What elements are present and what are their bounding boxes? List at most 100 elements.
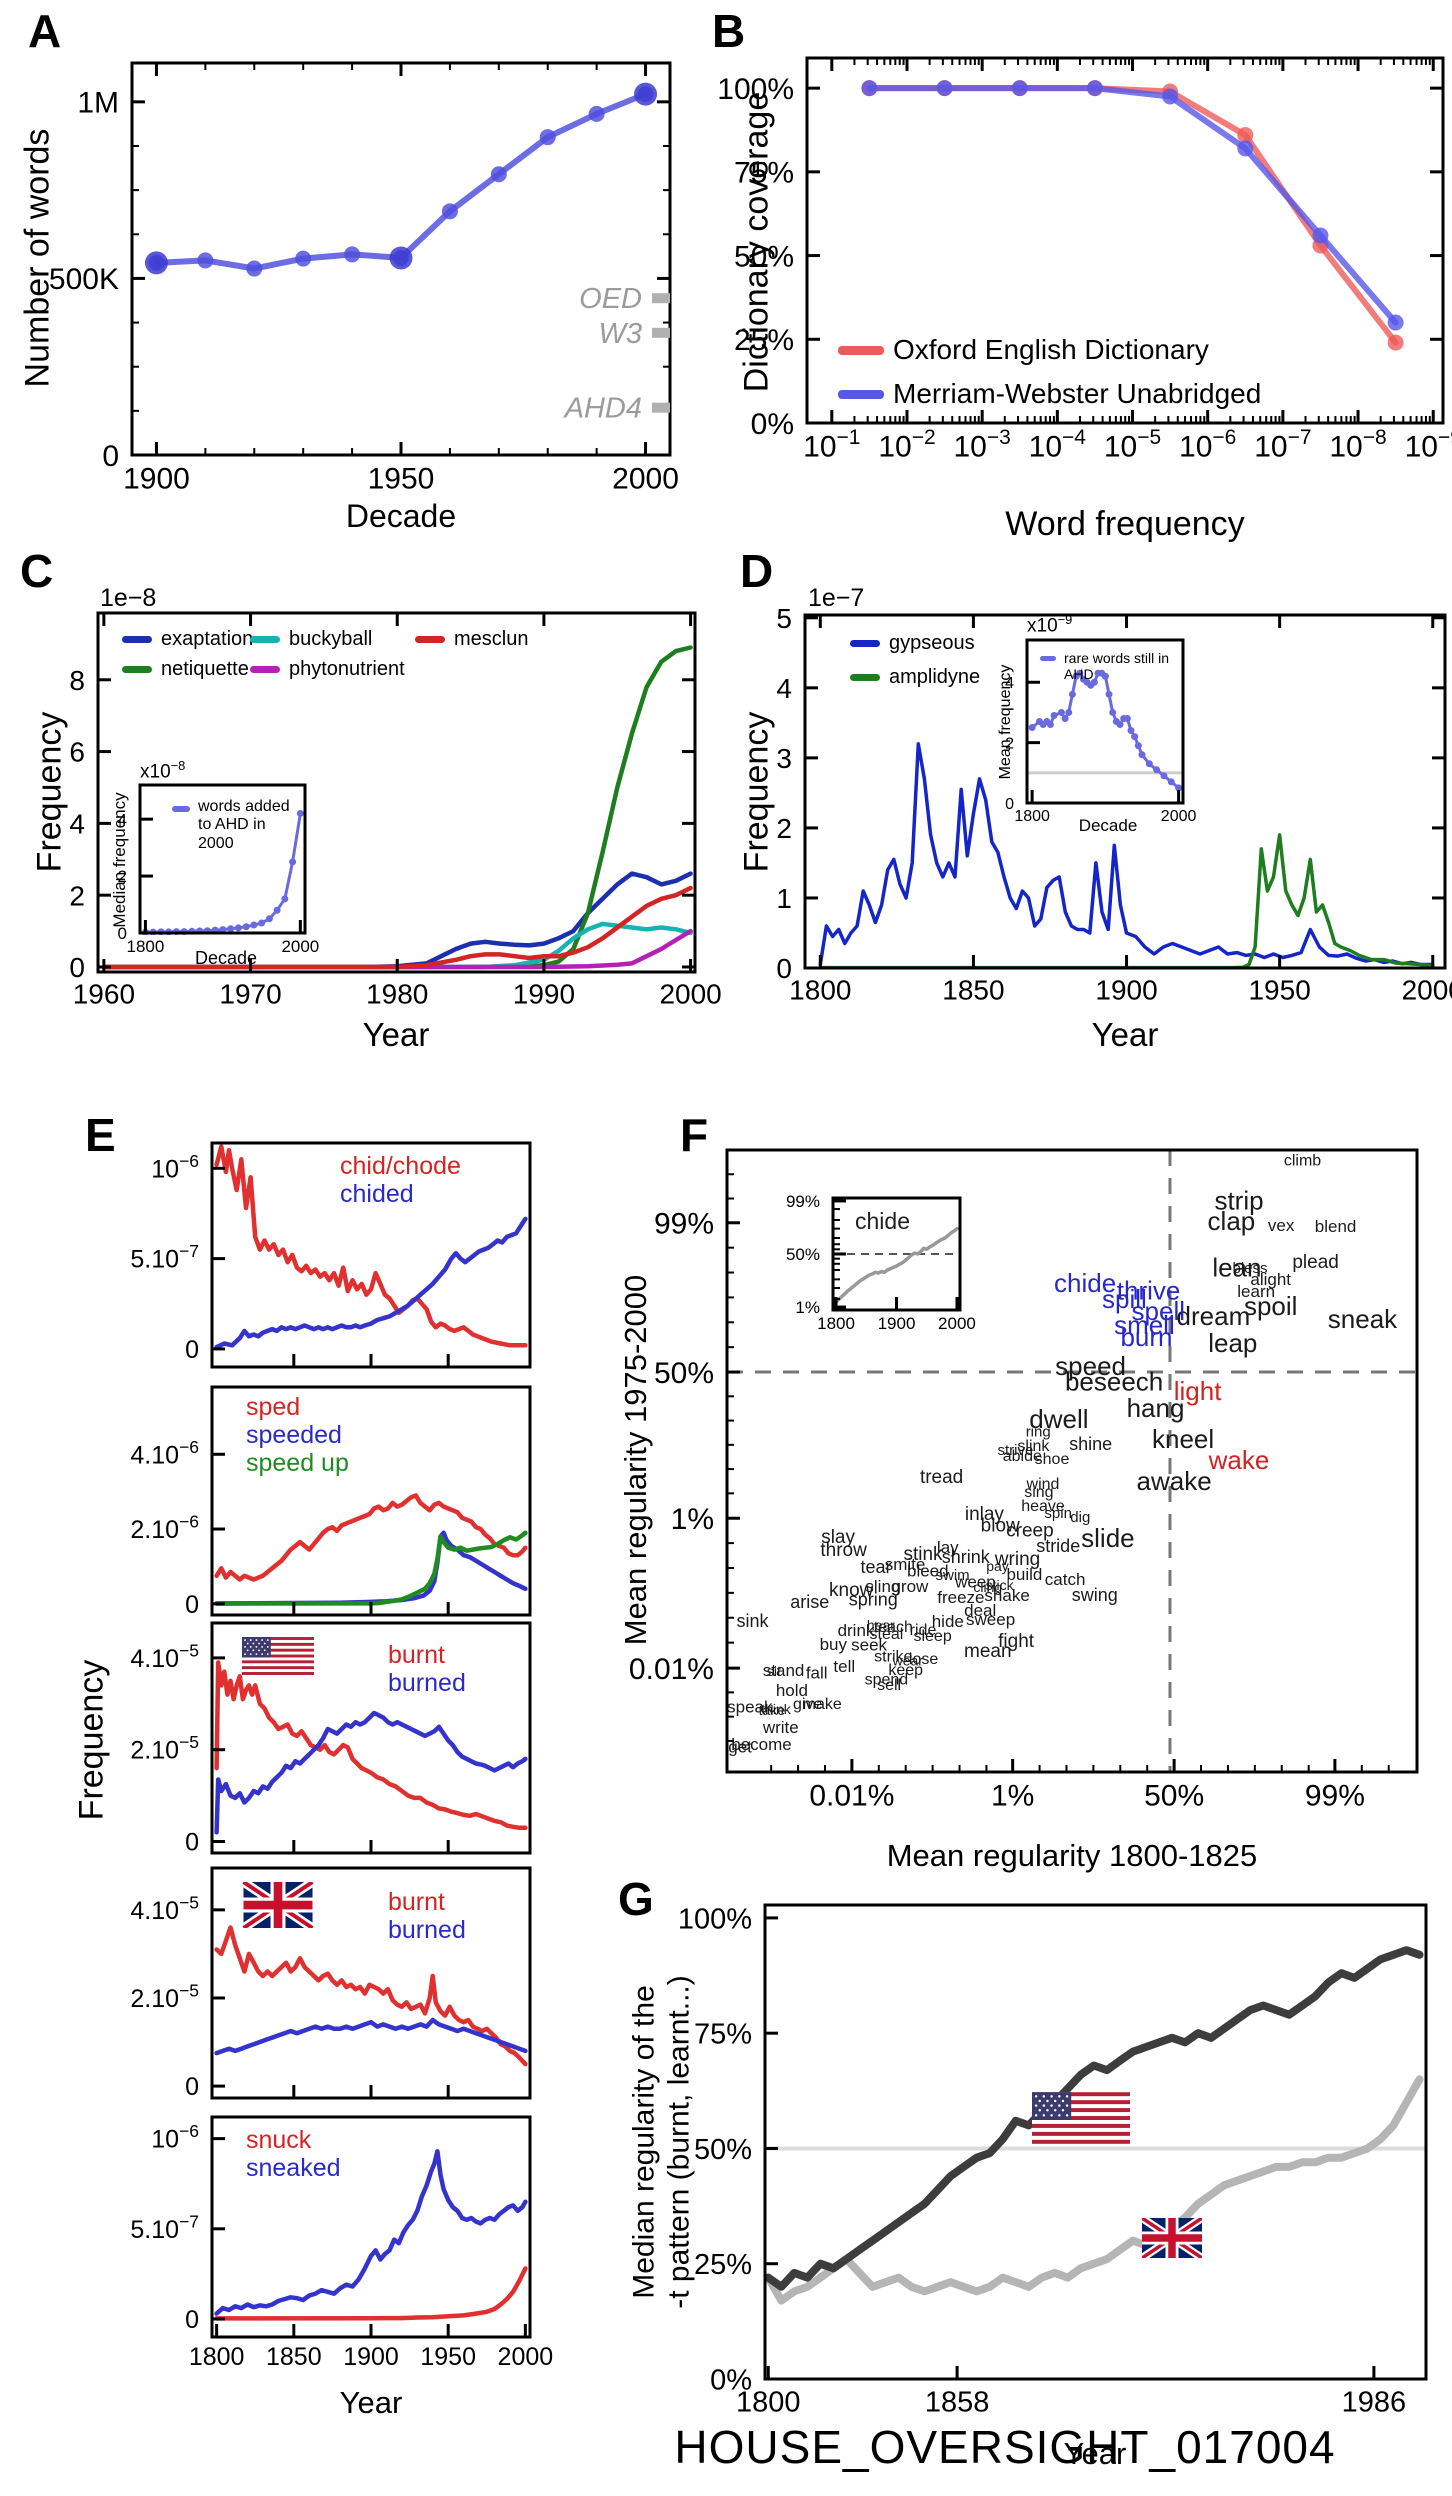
svg-text:alight: alight	[1250, 1270, 1291, 1289]
svg-text:99%: 99%	[1305, 1780, 1365, 1813]
buckyball-swatch	[250, 636, 280, 643]
svg-text:stink: stink	[903, 1544, 943, 1565]
svg-text:75%: 75%	[734, 157, 794, 190]
svg-text:get: get	[728, 1738, 752, 1757]
svg-text:1%: 1%	[991, 1780, 1034, 1813]
svg-text:arise: arise	[790, 1592, 829, 1612]
panel-g-y-axis-label-line2: -t pattern (burnt, learnt...)	[662, 1975, 695, 2309]
svg-text:take: take	[759, 1702, 786, 1718]
legend-item-merriam-webster: Merriam-Webster Unabridged	[838, 378, 1261, 410]
phytonutrient-label: phytonutrient	[289, 658, 405, 680]
svg-text:inlay: inlay	[965, 1504, 1005, 1525]
svg-text:spend: spend	[865, 1671, 909, 1688]
svg-text:swim: swim	[936, 1567, 970, 1584]
svg-text:1900: 1900	[343, 2343, 399, 2371]
c-inset-legend-swatch	[172, 806, 190, 812]
svg-text:beseech: beseech	[1065, 1367, 1163, 1397]
panel-e3-series-labels: burnt burned	[388, 1641, 466, 1697]
panel-e-label: E	[85, 1109, 116, 1161]
svg-text:shine: shine	[1069, 1434, 1112, 1454]
svg-text:sell: sell	[877, 1677, 901, 1694]
svg-text:2000: 2000	[1161, 808, 1197, 825]
netiquette-swatch	[122, 666, 152, 673]
svg-text:tear: tear	[860, 1557, 891, 1577]
c-inset-legend-label: words added to AHD in 2000	[198, 798, 290, 852]
svg-text:plead: plead	[1292, 1252, 1339, 1273]
svg-text:slink: slink	[1017, 1438, 1050, 1455]
panel-e-x-axis-label: Year	[339, 2385, 403, 2420]
svg-text:shake: shake	[984, 1586, 1029, 1605]
svg-text:lose: lose	[909, 1651, 938, 1668]
svg-text:wear: wear	[892, 1653, 924, 1669]
chid-chode-label: chid/chode	[340, 1152, 461, 1180]
svg-text:0: 0	[1005, 796, 1014, 813]
amplidyne-swatch	[850, 674, 880, 681]
svg-text:stick: stick	[986, 1577, 1015, 1593]
panel-c-inset-x-axis-label: Decade	[194, 948, 258, 968]
d-inset-legend-label: rare words still in AHD	[1064, 650, 1170, 683]
panel-a-y-axis-label: Number of words	[18, 128, 57, 388]
svg-text:0: 0	[185, 1829, 199, 1857]
svg-text:1800: 1800	[736, 2386, 801, 2418]
svg-text:blow: blow	[981, 1515, 1020, 1536]
svg-text:drink: drink	[838, 1621, 875, 1640]
legend-item-buckyball: buckyball	[250, 628, 372, 651]
svg-text:abide: abide	[1003, 1448, 1042, 1465]
speeded-label: speeded	[246, 1421, 342, 1449]
svg-text:10−7: 10−7	[1254, 426, 1311, 464]
svg-text:leap: leap	[1208, 1328, 1257, 1358]
amplidyne-label: amplidyne	[889, 666, 981, 688]
svg-text:1950: 1950	[368, 463, 435, 496]
svg-text:spin: spin	[1044, 1505, 1072, 1522]
svg-text:shrink: shrink	[942, 1547, 991, 1567]
svg-text:seek: seek	[851, 1636, 887, 1655]
svg-text:think: think	[761, 1701, 792, 1717]
burned-us-label: burned	[388, 1669, 466, 1697]
svg-text:shoe: shoe	[1035, 1451, 1070, 1468]
svg-text:0.01%: 0.01%	[809, 1780, 894, 1813]
document-id-caption: HOUSE_OVERSIGHT_017004	[674, 2421, 1336, 2473]
svg-text:1%: 1%	[795, 1298, 820, 1317]
svg-text:10−6: 10−6	[1179, 426, 1236, 464]
svg-text:vex: vex	[1268, 1216, 1295, 1235]
svg-text:5.10−7: 5.10−7	[130, 2211, 199, 2244]
svg-text:1986: 1986	[1342, 2386, 1407, 2418]
svg-text:stand: stand	[763, 1661, 805, 1680]
svg-text:50%: 50%	[734, 240, 794, 273]
burnt-us-label: burnt	[388, 1641, 445, 1669]
svg-text:sneak: sneak	[1328, 1304, 1398, 1334]
mw-legend-swatch	[838, 389, 884, 399]
svg-text:8: 8	[69, 665, 85, 696]
panel-g-chart: 1800 1858 1986 0% 25% 50% 75% 100%	[678, 1903, 1428, 2418]
svg-text:2000: 2000	[659, 978, 721, 1009]
svg-text:75%: 75%	[694, 2019, 752, 2051]
svg-text:awake: awake	[1137, 1466, 1212, 1496]
svg-text:lean: lean	[1212, 1252, 1261, 1282]
svg-text:OED: OED	[579, 283, 642, 315]
svg-text:10−6: 10−6	[151, 2121, 199, 2154]
legend-item-amplidyne: amplidyne	[850, 666, 980, 689]
svg-text:ride: ride	[910, 1622, 937, 1639]
svg-text:4: 4	[776, 673, 792, 704]
panel-d-inset-chart: 1800 2000 0 2 4	[1005, 638, 1197, 825]
svg-text:10−4: 10−4	[1029, 426, 1087, 464]
panel-f-inset-chart: 1800 1900 2000 99% 50% 1%	[786, 1192, 976, 1333]
svg-text:bleed: bleed	[907, 1562, 949, 1581]
svg-text:500K: 500K	[49, 263, 119, 296]
svg-text:sweep: sweep	[966, 1610, 1015, 1629]
mesclun-swatch	[415, 636, 445, 643]
svg-text:0: 0	[185, 2073, 199, 2101]
svg-text:50%: 50%	[654, 1357, 714, 1390]
svg-text:25%: 25%	[694, 2249, 752, 2281]
svg-text:0: 0	[185, 1336, 199, 1364]
svg-text:2.10−6: 2.10−6	[130, 1512, 199, 1545]
svg-text:climb: climb	[1284, 1153, 1321, 1170]
svg-text:freeze: freeze	[937, 1588, 984, 1607]
svg-text:10−9: 10−9	[1405, 426, 1452, 464]
sneaked-label: sneaked	[246, 2154, 341, 2182]
svg-text:sling: sling	[865, 1577, 900, 1596]
svg-text:100%: 100%	[678, 1903, 752, 1935]
svg-text:lay: lay	[937, 1538, 959, 1557]
